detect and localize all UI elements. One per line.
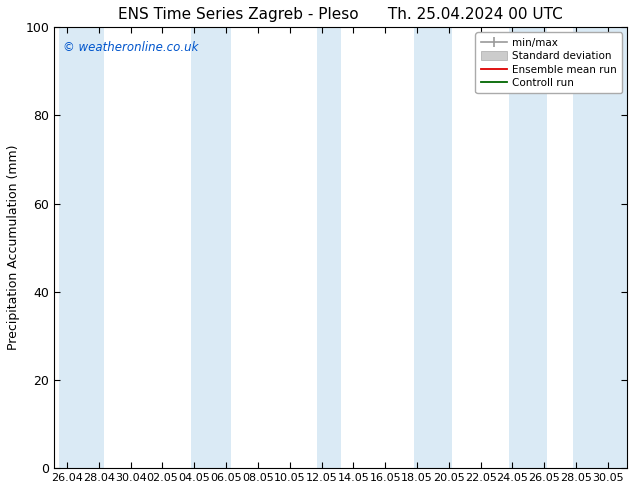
Bar — [59, 27, 103, 468]
Bar — [509, 27, 548, 468]
Legend: min/max, Standard deviation, Ensemble mean run, Controll run: min/max, Standard deviation, Ensemble me… — [476, 32, 622, 93]
Title: ENS Time Series Zagreb - Pleso      Th. 25.04.2024 00 UTC: ENS Time Series Zagreb - Pleso Th. 25.04… — [119, 7, 563, 22]
Bar — [191, 27, 231, 468]
Bar — [317, 27, 340, 468]
Y-axis label: Precipitation Accumulation (mm): Precipitation Accumulation (mm) — [7, 145, 20, 350]
Bar — [573, 27, 627, 468]
Bar — [414, 27, 452, 468]
Text: © weatheronline.co.uk: © weatheronline.co.uk — [63, 41, 198, 53]
